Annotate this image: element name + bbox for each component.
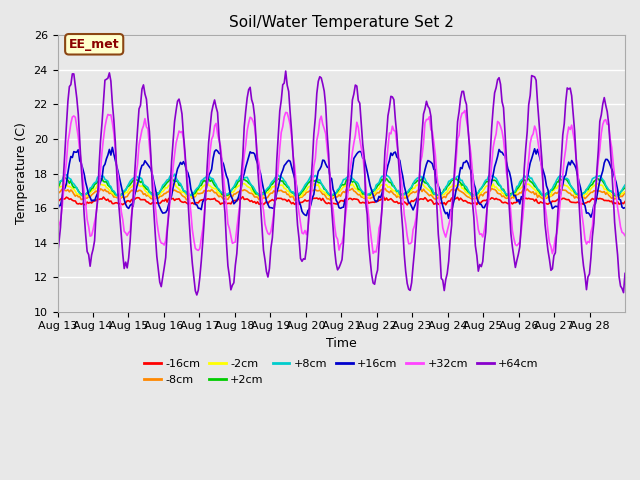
- -8cm: [545, 194, 553, 200]
- Line: +2cm: +2cm: [58, 178, 625, 197]
- -16cm: [91, 197, 99, 203]
- -8cm: [347, 187, 355, 192]
- +2cm: [620, 186, 627, 192]
- +32cm: [620, 230, 627, 236]
- +16cm: [347, 177, 355, 183]
- +2cm: [349, 179, 356, 185]
- +16cm: [620, 205, 627, 211]
- +2cm: [545, 190, 553, 195]
- +64cm: [349, 97, 356, 103]
- +64cm: [282, 68, 289, 74]
- Line: +32cm: +32cm: [58, 110, 625, 253]
- +16cm: [73, 149, 81, 155]
- +32cm: [621, 233, 629, 239]
- +8cm: [91, 180, 99, 186]
- +32cm: [346, 173, 353, 179]
- +16cm: [621, 205, 629, 211]
- Legend: -16cm, -8cm, -2cm, +2cm, +8cm, +16cm, +32cm, +64cm: -16cm, -8cm, -2cm, +2cm, +8cm, +16cm, +3…: [140, 355, 543, 389]
- Title: Soil/Water Temperature Set 2: Soil/Water Temperature Set 2: [229, 15, 454, 30]
- -16cm: [403, 202, 411, 208]
- +8cm: [506, 194, 513, 200]
- -2cm: [134, 180, 141, 186]
- +16cm: [109, 144, 116, 150]
- +8cm: [73, 185, 81, 191]
- +2cm: [461, 186, 469, 192]
- Y-axis label: Temperature (C): Temperature (C): [15, 122, 28, 225]
- +8cm: [54, 181, 61, 187]
- +16cm: [461, 159, 469, 165]
- +32cm: [54, 232, 61, 238]
- -2cm: [91, 187, 99, 192]
- -2cm: [364, 196, 371, 202]
- -2cm: [54, 188, 61, 193]
- +2cm: [257, 194, 264, 200]
- +8cm: [545, 190, 553, 196]
- +8cm: [460, 181, 467, 187]
- +32cm: [73, 124, 81, 130]
- +2cm: [168, 175, 175, 180]
- Text: EE_met: EE_met: [69, 38, 120, 51]
- Line: +16cm: +16cm: [58, 147, 625, 218]
- +64cm: [620, 290, 627, 296]
- -16cm: [239, 194, 246, 200]
- +32cm: [461, 108, 469, 113]
- -16cm: [620, 201, 627, 206]
- +16cm: [91, 198, 99, 204]
- -8cm: [454, 185, 461, 191]
- -8cm: [621, 190, 629, 195]
- +32cm: [548, 251, 556, 256]
- +16cm: [445, 216, 452, 221]
- -8cm: [620, 192, 627, 198]
- Line: -16cm: -16cm: [58, 197, 625, 205]
- Line: -2cm: -2cm: [58, 183, 625, 199]
- +64cm: [621, 271, 629, 276]
- +64cm: [461, 97, 469, 103]
- Line: +64cm: +64cm: [58, 71, 625, 295]
- -16cm: [545, 200, 553, 206]
- -8cm: [461, 192, 469, 197]
- +32cm: [91, 219, 99, 225]
- +16cm: [545, 198, 553, 204]
- -16cm: [73, 201, 81, 206]
- -8cm: [291, 198, 298, 204]
- +8cm: [347, 173, 355, 179]
- +64cm: [545, 256, 553, 262]
- Line: +8cm: +8cm: [58, 174, 625, 197]
- +32cm: [458, 110, 466, 116]
- -2cm: [545, 191, 553, 197]
- +2cm: [73, 185, 81, 191]
- -8cm: [91, 189, 99, 195]
- +16cm: [54, 209, 61, 215]
- Line: -8cm: -8cm: [58, 188, 625, 201]
- +8cm: [171, 171, 179, 177]
- -16cm: [54, 198, 61, 204]
- +32cm: [544, 228, 552, 234]
- -16cm: [621, 199, 629, 204]
- +64cm: [193, 292, 201, 298]
- +8cm: [621, 182, 629, 188]
- +2cm: [91, 181, 99, 187]
- +64cm: [73, 95, 81, 101]
- -2cm: [347, 182, 355, 188]
- +2cm: [621, 185, 629, 191]
- +64cm: [91, 238, 99, 244]
- +2cm: [54, 184, 61, 190]
- -16cm: [461, 198, 469, 204]
- -16cm: [347, 196, 355, 202]
- -2cm: [620, 190, 627, 195]
- X-axis label: Time: Time: [326, 337, 356, 350]
- +64cm: [54, 253, 61, 259]
- +8cm: [620, 184, 627, 190]
- -8cm: [54, 192, 61, 197]
- -8cm: [73, 192, 81, 197]
- -2cm: [73, 191, 81, 197]
- -2cm: [461, 188, 469, 194]
- -2cm: [621, 189, 629, 195]
